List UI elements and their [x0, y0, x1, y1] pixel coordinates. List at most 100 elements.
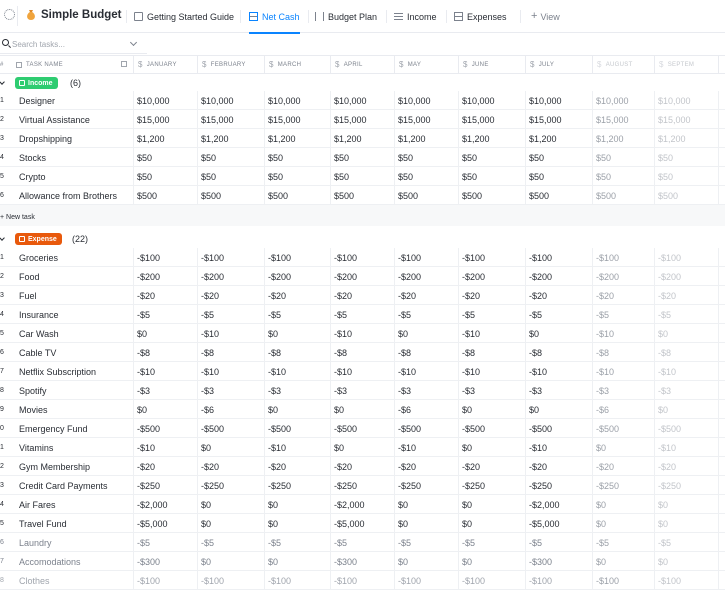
money-cell[interactable]: $15,000 [331, 110, 395, 129]
money-cell[interactable]: $0 [134, 324, 198, 343]
money-cell[interactable]: $10,000 [593, 91, 655, 110]
table-row[interactable]: 6 Allowance from Brothers $500 $500 $500 $500… [0, 186, 725, 205]
money-cell[interactable]: $0 [265, 495, 331, 514]
money-cell[interactable]: -$100 [395, 571, 459, 590]
task-name-cell[interactable]: Designer [16, 91, 134, 110]
column-header-month[interactable]: $ AUGUST [593, 56, 655, 73]
money-cell[interactable]: -$20 [134, 457, 198, 476]
money-cell[interactable]: $50 [655, 167, 719, 186]
money-cell[interactable]: -$100 [459, 571, 526, 590]
table-row[interactable]: 1 Groceries -$100 -$100 -$100 -$100 -$100 -$100… [0, 248, 725, 267]
money-cell[interactable]: -$8 [655, 343, 719, 362]
money-cell[interactable]: $50 [526, 148, 593, 167]
table-row[interactable]: 7 Accomodations -$300 $0 $0 -$300 $0 $0 -$300 $0 $… [0, 552, 725, 571]
money-cell[interactable]: $0 [459, 495, 526, 514]
column-header-month[interactable]: $ APRIL [331, 56, 395, 73]
sidebar-toggle-icon[interactable] [4, 9, 15, 20]
money-cell[interactable]: -$10 [395, 362, 459, 381]
task-name-cell[interactable]: Car Wash [16, 324, 134, 343]
money-cell[interactable]: -$200 [395, 267, 459, 286]
money-cell[interactable]: -$20 [593, 286, 655, 305]
money-cell[interactable]: $0 [395, 552, 459, 571]
money-cell[interactable]: -$500 [198, 419, 265, 438]
money-cell[interactable]: $0 [198, 495, 265, 514]
group-header-income[interactable]: Income (6) [0, 72, 725, 94]
table-row[interactable]: 6 Cable TV -$8 -$8 -$8 -$8 -$8 -$8 -$8 -$8 -$8 [0, 343, 725, 362]
money-cell[interactable]: -$20 [395, 457, 459, 476]
table-row[interactable]: 8 Spotify -$3 -$3 -$3 -$3 -$3 -$3 -$3 -$3 -$3 [0, 381, 725, 400]
money-cell[interactable]: $0 [459, 438, 526, 457]
new-task-button[interactable]: + New task [0, 213, 35, 221]
money-cell[interactable]: -$100 [526, 248, 593, 267]
money-cell[interactable]: -$8 [198, 343, 265, 362]
money-cell[interactable]: $500 [655, 186, 719, 205]
task-name-cell[interactable]: Spotify [16, 381, 134, 400]
money-cell[interactable]: $0 [134, 400, 198, 419]
money-cell[interactable]: -$100 [265, 571, 331, 590]
column-header-month[interactable]: $ JANUARY [134, 56, 198, 73]
money-cell[interactable]: $15,000 [395, 110, 459, 129]
money-cell[interactable]: -$100 [198, 248, 265, 267]
money-cell[interactable]: $500 [265, 186, 331, 205]
money-cell[interactable]: -$10 [134, 362, 198, 381]
money-cell[interactable]: $0 [655, 552, 719, 571]
money-cell[interactable]: -$20 [331, 457, 395, 476]
money-cell[interactable]: -$10 [459, 324, 526, 343]
money-cell[interactable]: $10,000 [459, 91, 526, 110]
money-cell[interactable]: -$3 [593, 381, 655, 400]
money-cell[interactable]: -$10 [198, 324, 265, 343]
money-cell[interactable]: $500 [134, 186, 198, 205]
task-name-cell[interactable]: Cable TV [16, 343, 134, 362]
money-cell[interactable]: -$250 [331, 476, 395, 495]
column-header-month[interactable]: $ JUNE [459, 56, 526, 73]
money-cell[interactable]: -$3 [526, 381, 593, 400]
money-cell[interactable]: -$100 [198, 571, 265, 590]
money-cell[interactable]: $50 [459, 167, 526, 186]
money-cell[interactable]: -$250 [655, 476, 719, 495]
money-cell[interactable]: -$3 [198, 381, 265, 400]
money-cell[interactable]: $0 [265, 514, 331, 533]
money-cell[interactable]: $0 [459, 514, 526, 533]
money-cell[interactable]: -$20 [331, 286, 395, 305]
money-cell[interactable]: -$100 [593, 248, 655, 267]
table-row[interactable]: 0 Emergency Fund -$500 -$500 -$500 -$500 -$500… [0, 419, 725, 438]
money-cell[interactable]: -$2,000 [331, 495, 395, 514]
money-cell[interactable]: $0 [198, 438, 265, 457]
money-cell[interactable]: -$10 [198, 362, 265, 381]
money-cell[interactable]: -$8 [395, 343, 459, 362]
money-cell[interactable]: $0 [395, 324, 459, 343]
money-cell[interactable]: -$10 [526, 362, 593, 381]
money-cell[interactable]: $0 [593, 514, 655, 533]
column-header-month[interactable]: $ MARCH [265, 56, 331, 73]
money-cell[interactable]: -$3 [459, 381, 526, 400]
money-cell[interactable]: -$8 [526, 343, 593, 362]
table-row[interactable]: 3 Fuel -$20 -$20 -$20 -$20 -$20 -$20 -$20 -$20 -$2… [0, 286, 725, 305]
money-cell[interactable]: -$100 [265, 248, 331, 267]
money-cell[interactable]: -$5 [459, 305, 526, 324]
money-cell[interactable]: $1,200 [198, 129, 265, 148]
table-row[interactable]: 4 Stocks $50 $50 $50 $50 $50 $50 $50 $50 $50 [0, 148, 725, 167]
task-name-cell[interactable]: Laundry [16, 533, 134, 552]
money-cell[interactable]: -$2,000 [526, 495, 593, 514]
money-cell[interactable]: -$8 [134, 343, 198, 362]
money-cell[interactable]: -$200 [134, 267, 198, 286]
task-name-cell[interactable]: Accomodations [16, 552, 134, 571]
money-cell[interactable]: -$20 [459, 286, 526, 305]
money-cell[interactable]: $10,000 [395, 91, 459, 110]
money-cell[interactable]: $0 [459, 400, 526, 419]
chevron-down-icon[interactable] [0, 235, 5, 241]
column-header-month[interactable]: $ MAY [395, 56, 459, 73]
money-cell[interactable]: $0 [459, 552, 526, 571]
money-cell[interactable]: -$200 [593, 267, 655, 286]
task-name-cell[interactable]: Insurance [16, 305, 134, 324]
money-cell[interactable]: -$10 [134, 438, 198, 457]
money-cell[interactable]: -$5,000 [134, 514, 198, 533]
money-cell[interactable]: -$200 [526, 267, 593, 286]
column-settings-icon[interactable] [121, 61, 127, 67]
money-cell[interactable]: -$10 [593, 324, 655, 343]
money-cell[interactable]: $0 [526, 400, 593, 419]
money-cell[interactable]: $0 [198, 514, 265, 533]
money-cell[interactable]: $50 [331, 148, 395, 167]
money-cell[interactable]: -$10 [655, 362, 719, 381]
money-cell[interactable]: -$10 [331, 324, 395, 343]
